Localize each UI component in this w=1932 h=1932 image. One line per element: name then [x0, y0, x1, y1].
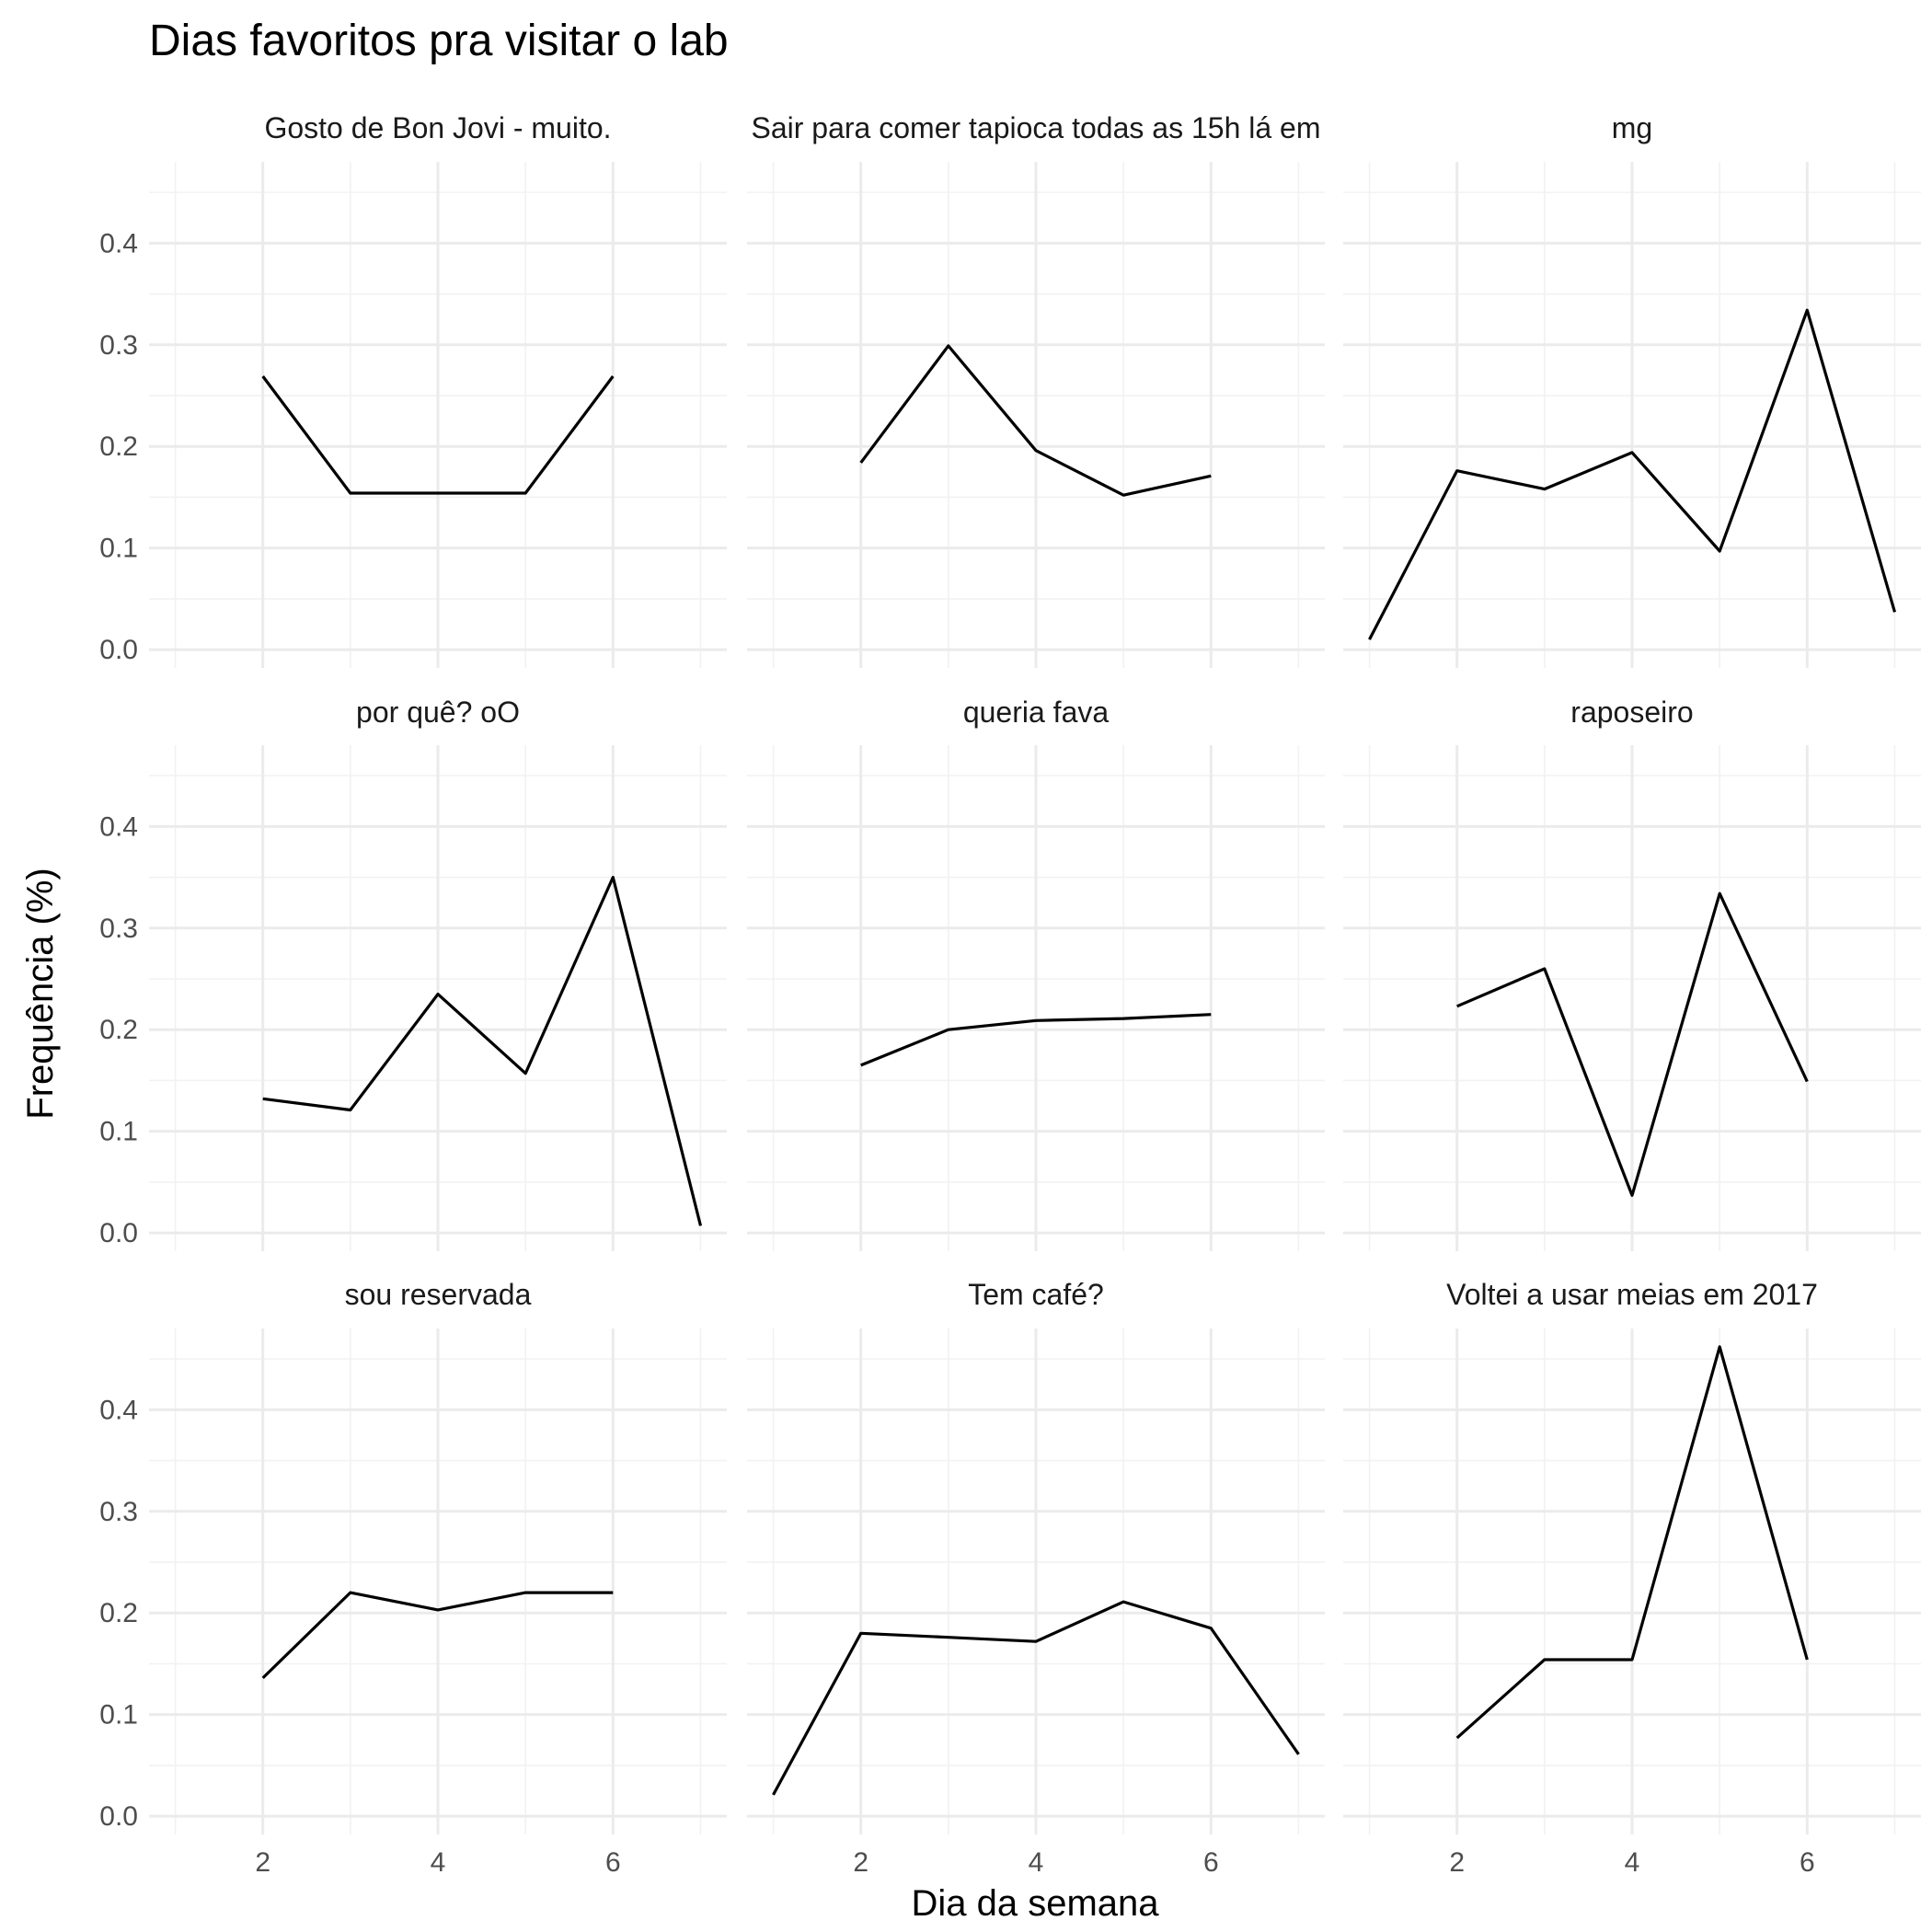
- facet-panels: Gosto de Bon Jovi - muito. 0.0 0.1 0.2 0.3 0.…: [99, 111, 1921, 1878]
- series-line: [860, 1013, 1212, 1067]
- y-tick-label: 0.2: [99, 1015, 138, 1045]
- facet-strip-label: Sair para comer tapioca todas as 15h lá …: [752, 111, 1321, 144]
- series-line: [772, 1600, 1300, 1796]
- x-tick-label: 4: [1625, 1847, 1640, 1878]
- series-line: [859, 344, 1212, 497]
- x-tick-label: 2: [255, 1847, 270, 1878]
- facet-strip-label: raposeiro: [1570, 696, 1693, 729]
- x-tick-label: 2: [853, 1847, 868, 1878]
- facet-panel: mg: [1343, 111, 1921, 668]
- y-tick-label: 0.4: [99, 228, 138, 259]
- y-tick-label: 0.1: [99, 1117, 138, 1147]
- facet-strip-label: mg: [1612, 111, 1652, 144]
- facet-strip-label: sou reservada: [345, 1278, 532, 1311]
- facet-strip-label: por quê? oO: [356, 696, 520, 729]
- y-tick-label: 0.3: [99, 330, 138, 361]
- facet-panel: raposeiro: [1343, 696, 1921, 1251]
- facet-panel: Tem café? 2 4 6: [747, 1278, 1325, 1878]
- x-tick-label: 6: [1800, 1847, 1815, 1878]
- y-tick-label: 0.0: [99, 1218, 138, 1248]
- facet-panel: Gosto de Bon Jovi - muito. 0.0 0.1 0.2 0.3 0.…: [99, 111, 727, 668]
- y-tick-label: 0.3: [99, 914, 138, 944]
- facet-strip-label: Gosto de Bon Jovi - muito.: [264, 111, 611, 144]
- x-tick-label: 6: [605, 1847, 621, 1878]
- series-line: [261, 1591, 614, 1680]
- y-tick-label: 0.3: [99, 1497, 138, 1527]
- x-tick-label: 4: [1029, 1847, 1044, 1878]
- y-tick-label: 0.4: [99, 1395, 138, 1425]
- y-tick-label: 0.0: [99, 635, 138, 665]
- facet-panel: sou reservada 0.0 0.1 0.2 0.3 0.4 2 4 6: [99, 1278, 727, 1878]
- series-line: [1368, 308, 1897, 640]
- y-tick-label: 0.1: [99, 534, 138, 564]
- y-axis-title: Frequência (%): [20, 868, 61, 1119]
- facet-strip-label: Tem café?: [968, 1278, 1104, 1311]
- y-tick-label: 0.2: [99, 431, 138, 462]
- x-tick-label: 6: [1203, 1847, 1219, 1878]
- y-tick-label: 0.0: [99, 1801, 138, 1832]
- facet-panel: Sair para comer tapioca todas as 15h lá …: [747, 111, 1325, 668]
- facet-panel: queria fava: [747, 696, 1325, 1251]
- facet-panel: por quê? oO 0.0 0.1 0.2 0.3 0.4: [99, 696, 727, 1251]
- x-axis-title: Dia da semana: [911, 1883, 1159, 1924]
- x-tick-label: 2: [1449, 1847, 1465, 1878]
- x-tick-label: 4: [431, 1847, 446, 1878]
- series-line: [1455, 1345, 1809, 1740]
- series-line: [261, 375, 615, 495]
- y-tick-label: 0.2: [99, 1598, 138, 1628]
- series-line: [1456, 891, 1809, 1197]
- y-tick-label: 0.4: [99, 811, 138, 842]
- facet-strip-label: Voltei a usar meias em 2017: [1446, 1278, 1818, 1311]
- facet-strip-label: queria fava: [963, 696, 1110, 729]
- series-line: [262, 875, 703, 1226]
- y-tick-label: 0.1: [99, 1700, 138, 1731]
- chart-title: Dias favoritos pra visitar o lab: [149, 17, 729, 65]
- facet-panel: Voltei a usar meias em 2017 2 4 6: [1343, 1278, 1921, 1878]
